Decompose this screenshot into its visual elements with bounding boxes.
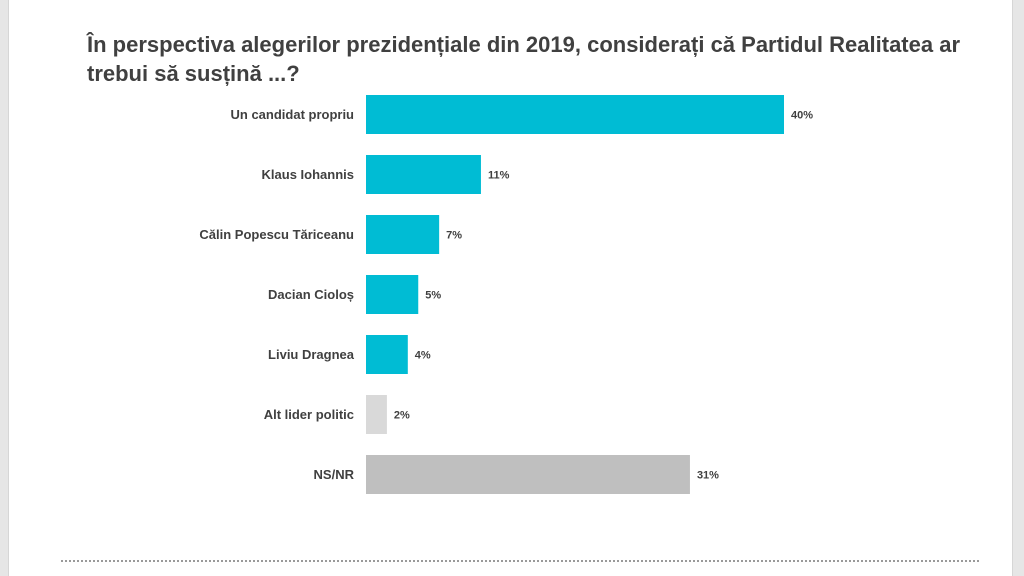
data-label: 5%: [425, 290, 441, 302]
data-label: 31%: [697, 470, 719, 482]
bar-chart: Un candidat propriu 40% Klaus Iohannis 11% C…: [199, 95, 813, 494]
bar: [366, 215, 440, 254]
chart-title: În perspectiva alegerilor prezidențiale …: [87, 32, 961, 86]
bar: [366, 455, 690, 494]
bar: [366, 275, 419, 314]
category-label: Călin Popescu Tăriceanu: [199, 227, 354, 242]
data-label: 2%: [394, 410, 410, 422]
category-label: Klaus Iohannis: [262, 167, 354, 182]
category-label: Dacian Cioloș: [268, 287, 354, 302]
footer-dotted-divider: [61, 560, 979, 562]
bar: [366, 155, 481, 194]
bar: [366, 395, 387, 434]
bar: [366, 95, 784, 134]
bar: [366, 335, 408, 374]
category-label: Liviu Dragnea: [268, 347, 355, 362]
slide: În perspectiva alegerilor prezidențiale …: [8, 0, 1013, 576]
data-label: 4%: [415, 350, 431, 362]
category-label: Alt lider politic: [264, 407, 354, 422]
data-label: 11%: [488, 170, 510, 182]
category-label: NS/NR: [314, 467, 355, 482]
data-label: 7%: [446, 230, 462, 242]
category-label: Un candidat propriu: [231, 107, 355, 122]
data-label: 40%: [791, 110, 813, 122]
